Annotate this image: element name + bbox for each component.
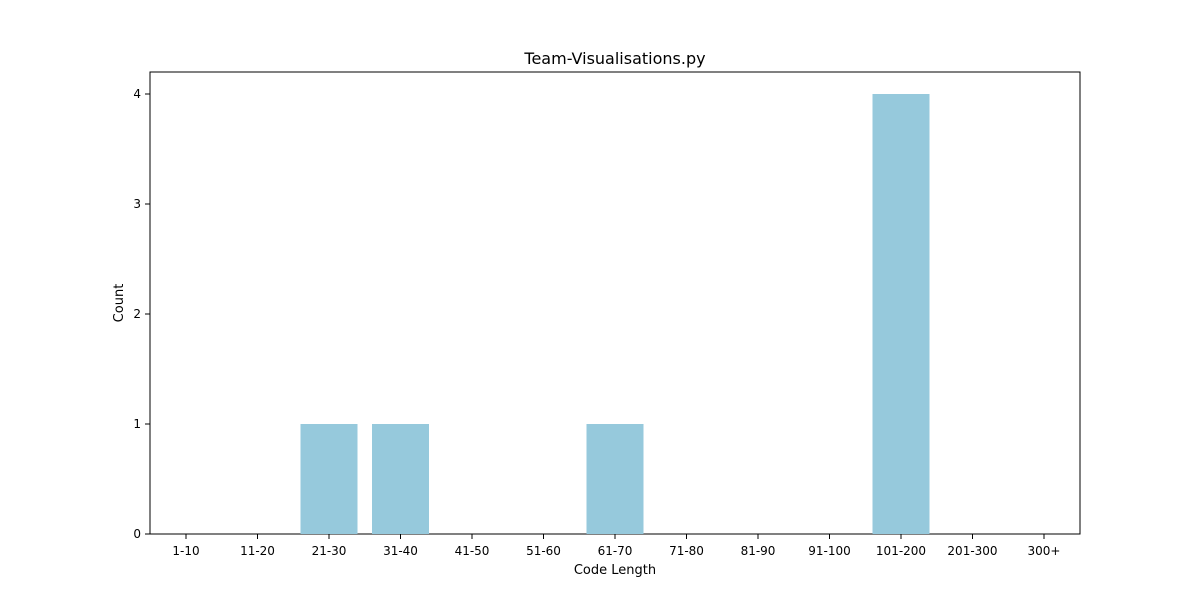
x-axis-label: Code Length — [574, 563, 656, 578]
plot-area — [149, 71, 1081, 535]
x-tick-label-61-70: 61-70 — [598, 544, 633, 558]
x-tick-label-81-90: 81-90 — [741, 544, 776, 558]
x-tick-label-91-100: 91-100 — [808, 544, 851, 558]
y-axis-label: Count — [112, 284, 127, 323]
x-tick-label-11-20: 11-20 — [240, 544, 275, 558]
bar-101-200 — [872, 94, 930, 534]
chart-title: Team-Visualisations.py — [523, 49, 705, 68]
x-tick-label-51-60: 51-60 — [526, 544, 561, 558]
x-tick-label-201-300: 201-300 — [947, 544, 997, 558]
x-tick-label-41-50: 41-50 — [455, 544, 490, 558]
x-tick-label-71-80: 71-80 — [669, 544, 704, 558]
x-tick-label-1-10: 1-10 — [172, 544, 199, 558]
x-tick-label-101-200: 101-200 — [876, 544, 926, 558]
x-axis: 1-10 11-20 21-30 31-40 41-50 51-60 61-70 71-80 8… — [172, 534, 1060, 558]
x-tick-label-31-40: 31-40 — [383, 544, 418, 558]
bar-61-70 — [586, 424, 644, 534]
y-tick-label-3: 3 — [133, 197, 141, 211]
y-tick-label-2: 2 — [133, 307, 141, 321]
y-tick-label-1: 1 — [133, 417, 141, 431]
x-tick-label-300+: 300+ — [1028, 544, 1061, 558]
y-axis: 0 1 2 3 4 — [133, 87, 150, 541]
bar-21-30 — [300, 424, 358, 534]
x-tick-label-21-30: 21-30 — [312, 544, 347, 558]
bar-31-40 — [372, 424, 429, 534]
bars — [300, 94, 930, 534]
y-tick-label-4: 4 — [133, 87, 141, 101]
y-tick-label-0: 0 — [133, 527, 141, 541]
